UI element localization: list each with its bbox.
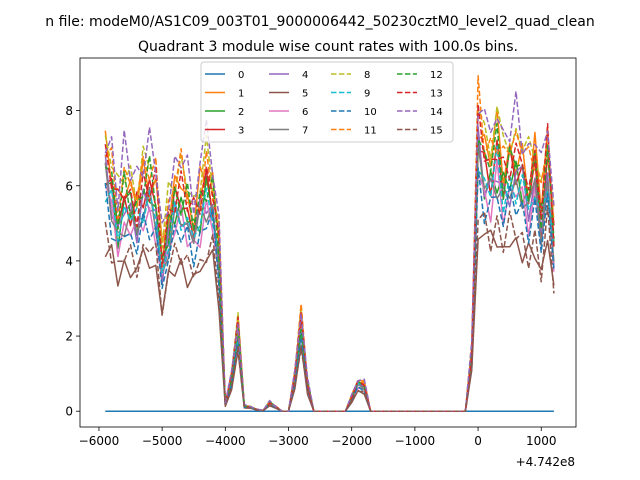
legend-label-13: 13 bbox=[430, 89, 443, 100]
x-tick-label: −1000 bbox=[395, 434, 436, 448]
legend-label-6: 6 bbox=[302, 107, 308, 118]
legend-label-8: 8 bbox=[364, 70, 370, 81]
legend-label-10: 10 bbox=[364, 107, 377, 118]
legend-label-1: 1 bbox=[238, 89, 244, 100]
y-tick-label: 0 bbox=[65, 405, 73, 419]
y-tick-label: 8 bbox=[65, 104, 73, 118]
y-tick-label: 2 bbox=[65, 330, 73, 344]
legend-label-11: 11 bbox=[364, 126, 377, 137]
legend-box bbox=[200, 61, 454, 143]
legend-label-4: 4 bbox=[302, 70, 308, 81]
legend-label-14: 14 bbox=[430, 107, 443, 118]
axes-frame bbox=[79, 57, 577, 428]
chart-title: Quadrant 3 module wise count rates with … bbox=[138, 39, 518, 55]
legend-label-12: 12 bbox=[430, 70, 443, 81]
legend-label-2: 2 bbox=[238, 107, 244, 118]
legend-label-9: 9 bbox=[364, 89, 370, 100]
x-tick-label: −2000 bbox=[331, 434, 372, 448]
plot-area: −6000 −5000 −4000 −3000 −2000 −1000 0 1000 0 2 4 6 8… bbox=[65, 57, 577, 448]
series-line-15 bbox=[104, 204, 555, 412]
x-tick-label: −6000 bbox=[79, 434, 120, 448]
series-line-12 bbox=[104, 122, 555, 412]
legend-label-3: 3 bbox=[238, 126, 244, 137]
x-tick-label: 0 bbox=[474, 434, 482, 448]
legend-label-7: 7 bbox=[302, 126, 308, 137]
x-offset-label: +4.742e8 bbox=[516, 455, 575, 469]
legend-label-0: 0 bbox=[238, 70, 244, 81]
x-tick-label: −5000 bbox=[142, 434, 183, 448]
x-tick-label: −4000 bbox=[205, 434, 246, 448]
x-tick-label: 1000 bbox=[526, 434, 557, 448]
legend-label-5: 5 bbox=[302, 89, 308, 100]
y-tick-label: 6 bbox=[65, 179, 73, 193]
x-tick-label: −3000 bbox=[268, 434, 309, 448]
figure-suptitle: n file: modeM0/AS1C09_003T01_9000006442_… bbox=[45, 14, 594, 30]
legend-label-15: 15 bbox=[430, 126, 443, 137]
y-tick-label: 4 bbox=[65, 254, 73, 268]
